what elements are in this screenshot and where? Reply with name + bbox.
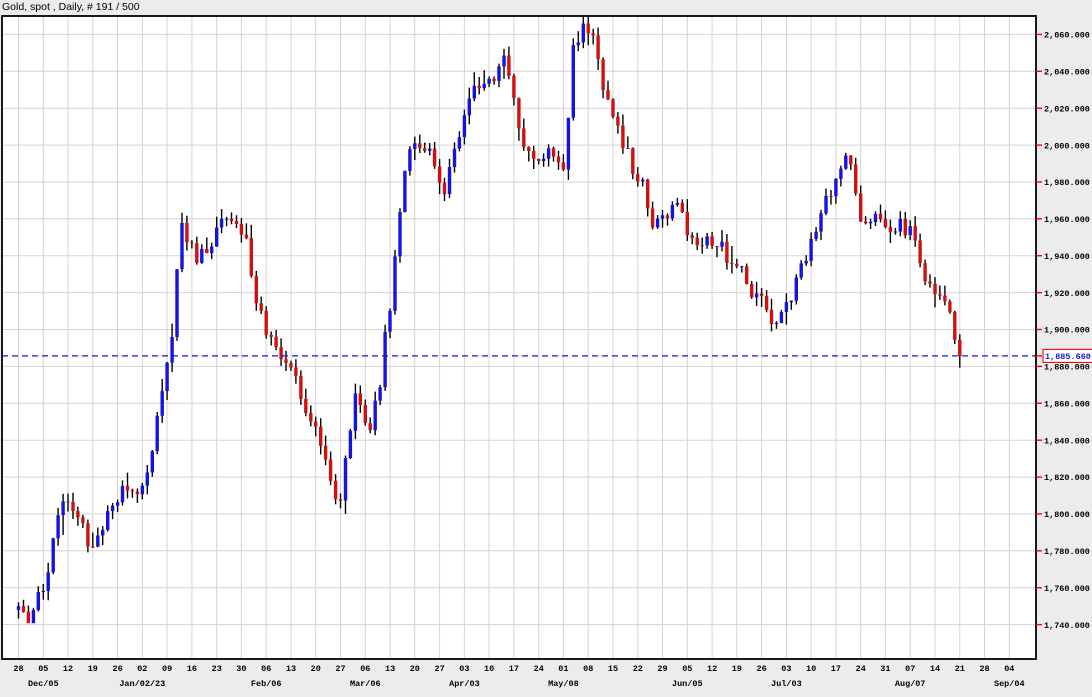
- svg-text:1,820.000: 1,820.000: [1044, 473, 1090, 483]
- svg-text:24: 24: [534, 664, 544, 674]
- svg-text:28: 28: [979, 664, 989, 674]
- svg-text:27: 27: [434, 664, 444, 674]
- svg-text:2,060.000: 2,060.000: [1044, 31, 1090, 41]
- svg-text:27: 27: [335, 664, 345, 674]
- svg-text:1,840.000: 1,840.000: [1044, 436, 1090, 446]
- svg-text:Sep/04: Sep/04: [994, 679, 1025, 689]
- svg-text:20: 20: [311, 664, 321, 674]
- svg-text:20: 20: [410, 664, 420, 674]
- svg-text:04: 04: [1004, 664, 1014, 674]
- svg-text:30: 30: [236, 664, 246, 674]
- svg-text:1,800.000: 1,800.000: [1044, 510, 1090, 520]
- svg-text:12: 12: [63, 664, 73, 674]
- svg-text:17: 17: [509, 664, 519, 674]
- svg-text:Jun/05: Jun/05: [672, 679, 703, 689]
- svg-text:1,740.000: 1,740.000: [1044, 621, 1090, 631]
- svg-text:01: 01: [558, 664, 568, 674]
- svg-text:10: 10: [484, 664, 494, 674]
- svg-text:12: 12: [707, 664, 717, 674]
- svg-text:1,860.000: 1,860.000: [1044, 400, 1090, 410]
- svg-text:02: 02: [137, 664, 147, 674]
- svg-text:05: 05: [682, 664, 692, 674]
- svg-text:10: 10: [806, 664, 816, 674]
- svg-text:2,000.000: 2,000.000: [1044, 141, 1090, 151]
- svg-text:1,885.660: 1,885.660: [1045, 352, 1091, 362]
- svg-text:05: 05: [38, 664, 48, 674]
- svg-text:09: 09: [162, 664, 172, 674]
- svg-text:14: 14: [930, 664, 940, 674]
- svg-text:Jan/02/23: Jan/02/23: [119, 679, 165, 689]
- svg-text:06: 06: [360, 664, 370, 674]
- svg-text:May/08: May/08: [548, 679, 579, 689]
- svg-text:22: 22: [633, 664, 643, 674]
- svg-text:Dec/05: Dec/05: [28, 679, 59, 689]
- svg-text:28: 28: [13, 664, 23, 674]
- svg-text:1,940.000: 1,940.000: [1044, 252, 1090, 262]
- svg-text:1,980.000: 1,980.000: [1044, 178, 1090, 188]
- svg-text:Mar/06: Mar/06: [350, 679, 381, 689]
- svg-text:03: 03: [781, 664, 791, 674]
- svg-text:15: 15: [608, 664, 618, 674]
- svg-text:16: 16: [187, 664, 197, 674]
- svg-text:23: 23: [212, 664, 222, 674]
- svg-text:24: 24: [856, 664, 866, 674]
- svg-text:1,760.000: 1,760.000: [1044, 584, 1090, 594]
- svg-text:17: 17: [831, 664, 841, 674]
- svg-text:08: 08: [583, 664, 593, 674]
- svg-text:Apr/03: Apr/03: [449, 679, 480, 689]
- svg-text:2,040.000: 2,040.000: [1044, 68, 1090, 78]
- svg-text:26: 26: [756, 664, 766, 674]
- svg-text:13: 13: [385, 664, 395, 674]
- svg-text:1,780.000: 1,780.000: [1044, 547, 1090, 557]
- svg-text:1,960.000: 1,960.000: [1044, 215, 1090, 225]
- svg-text:21: 21: [955, 664, 965, 674]
- svg-text:06: 06: [261, 664, 271, 674]
- svg-text:13: 13: [286, 664, 296, 674]
- svg-text:Aug/07: Aug/07: [895, 679, 926, 689]
- svg-text:1,920.000: 1,920.000: [1044, 289, 1090, 299]
- svg-text:19: 19: [88, 664, 98, 674]
- svg-text:31: 31: [880, 664, 890, 674]
- svg-text:29: 29: [657, 664, 667, 674]
- svg-text:2,020.000: 2,020.000: [1044, 104, 1090, 114]
- svg-text:1,900.000: 1,900.000: [1044, 326, 1090, 336]
- svg-text:26: 26: [112, 664, 122, 674]
- svg-text:07: 07: [905, 664, 915, 674]
- svg-text:19: 19: [732, 664, 742, 674]
- svg-text:1,880.000: 1,880.000: [1044, 363, 1090, 373]
- svg-text:Jul/03: Jul/03: [771, 679, 802, 689]
- svg-text:03: 03: [459, 664, 469, 674]
- svg-text:Feb/06: Feb/06: [251, 679, 282, 689]
